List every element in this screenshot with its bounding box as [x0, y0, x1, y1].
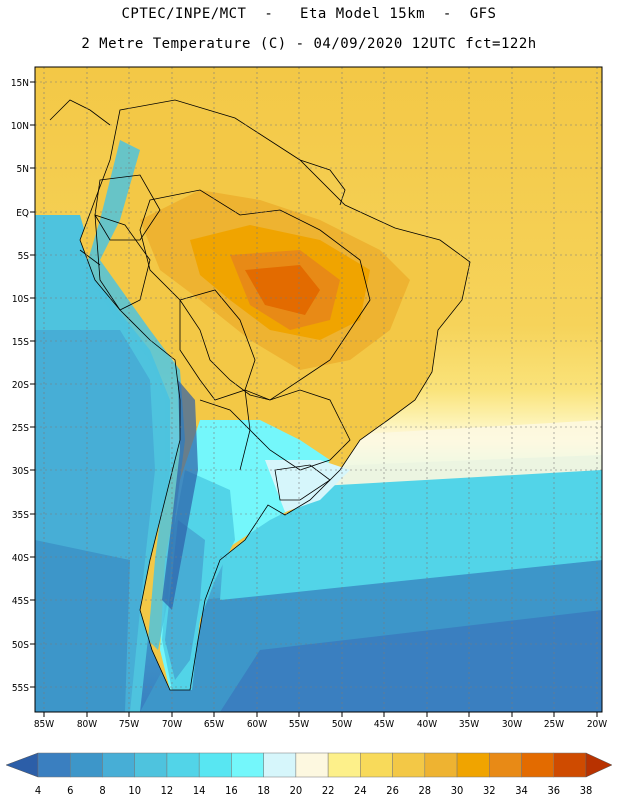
legend-label: 34 — [515, 784, 528, 797]
legend-arrow-high — [585, 752, 613, 778]
lon-label: 35W — [459, 719, 479, 730]
legend-swatch — [327, 752, 361, 778]
legend-label: 4 — [35, 784, 41, 797]
legend-label: 38 — [580, 784, 593, 797]
lat-label: 10N — [11, 121, 29, 132]
legend-swatch — [424, 752, 458, 778]
lat-label: 5N — [17, 164, 29, 175]
legend-swatch — [456, 752, 490, 778]
lat-label: 15N — [11, 78, 29, 89]
legend-swatch — [392, 752, 426, 778]
lon-label: 40W — [417, 719, 437, 730]
map-subtitle: 2 Metre Temperature (C) - 04/09/2020 12U… — [81, 36, 537, 52]
lat-label: 5S — [18, 251, 30, 262]
lon-label: 25W — [544, 719, 564, 730]
lat-label: 10S — [12, 294, 29, 305]
lon-label: 70W — [162, 719, 182, 730]
lon-label: 75W — [119, 719, 139, 730]
legend-label: 8 — [99, 784, 105, 797]
lon-label: 45W — [374, 719, 394, 730]
lat-label: 35S — [12, 510, 29, 521]
legend-label: 10 — [128, 784, 141, 797]
legend-labels: 4 6 8 10 12 14 16 18 20 22 24 26 28 30 32 34 36 38 — [35, 784, 592, 797]
lon-label: 20W — [587, 719, 607, 730]
legend-swatch — [521, 752, 555, 778]
legend-arrow-low — [5, 752, 39, 778]
map-frame — [34, 66, 603, 713]
legend-swatch — [295, 752, 329, 778]
legend-swatch — [553, 752, 587, 778]
lat-label: 45S — [12, 596, 29, 607]
legend-label: 36 — [547, 784, 560, 797]
legend-swatch — [360, 752, 393, 778]
legend-swatch — [37, 752, 71, 778]
legend-swatch — [102, 752, 135, 778]
legend-swatch — [198, 752, 232, 778]
legend-label: 14 — [193, 784, 206, 797]
legend-label: 30 — [451, 784, 464, 797]
lon-label: 60W — [247, 719, 267, 730]
longitude-labels: 85W 80W 75W 70W 65W 60W 55W 50W 45W 40W … — [34, 719, 607, 730]
lat-label: 15S — [12, 337, 29, 348]
map-title: CPTEC/INPE/MCT - Eta Model 15km - GFS — [121, 6, 497, 22]
lat-label: 50S — [12, 640, 29, 651]
lat-label: 30S — [12, 466, 29, 477]
legend-swatch — [489, 752, 522, 778]
map-field — [35, 67, 602, 712]
lon-label: 30W — [502, 719, 522, 730]
legend-label: 32 — [483, 784, 496, 797]
lat-label: 25S — [12, 423, 29, 434]
lat-label: 20S — [12, 380, 29, 391]
lon-label: 50W — [332, 719, 352, 730]
legend-swatch — [263, 752, 297, 778]
legend-label: 12 — [161, 784, 174, 797]
legend-label: 6 — [67, 784, 73, 797]
lat-label: 55S — [12, 683, 29, 694]
lon-label: 85W — [34, 719, 54, 730]
legend-swatch — [166, 752, 200, 778]
legend-label: 18 — [257, 784, 270, 797]
legend-boxes — [5, 752, 613, 778]
legend-swatch — [69, 752, 103, 778]
latitude-labels: 15N 10N 5N EQ 5S 10S 15S 20S 25S 30S 35S… — [11, 78, 29, 694]
legend-label: 24 — [354, 784, 367, 797]
lat-label: EQ — [16, 208, 29, 219]
legend-label: 20 — [290, 784, 303, 797]
legend-label: 16 — [225, 784, 238, 797]
legend-swatch — [134, 752, 168, 778]
legend-swatch — [231, 752, 264, 778]
color-legend: 4 6 8 10 12 14 16 18 20 22 24 26 28 30 32 34 36 38 — [5, 752, 613, 797]
lat-label: 40S — [12, 553, 29, 564]
lon-label: 80W — [77, 719, 97, 730]
legend-label: 28 — [419, 784, 432, 797]
legend-label: 22 — [322, 784, 335, 797]
lon-label: 55W — [289, 719, 309, 730]
legend-label: 26 — [386, 784, 399, 797]
lon-label: 65W — [204, 719, 224, 730]
